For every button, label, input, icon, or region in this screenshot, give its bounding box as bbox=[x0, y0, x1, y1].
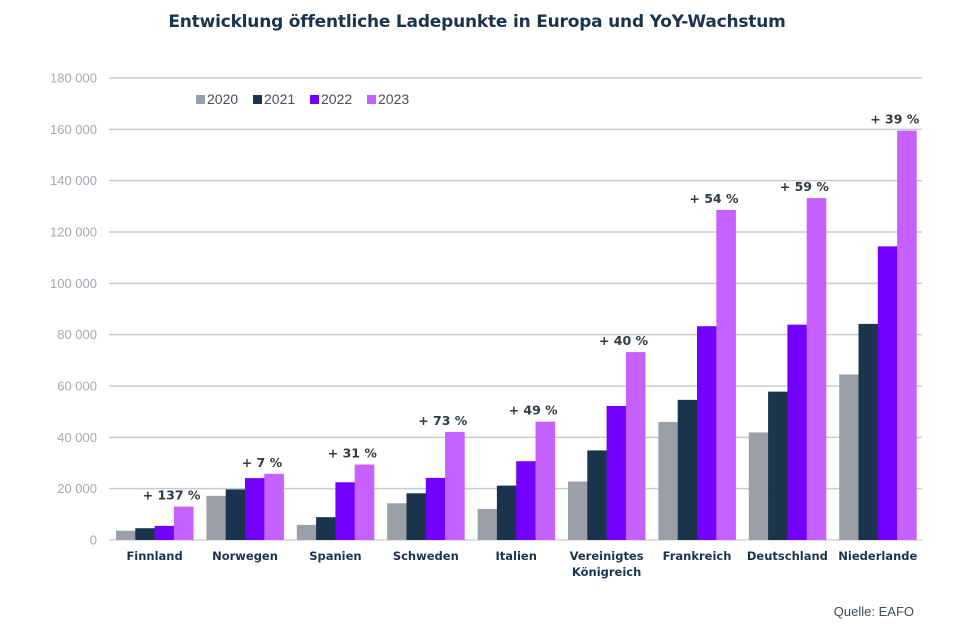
legend: 2020 2021 2022 2023 bbox=[196, 91, 409, 107]
growth-label: + 59 % bbox=[780, 179, 830, 194]
category-label: Spanien bbox=[309, 549, 361, 563]
bar-2023 bbox=[625, 352, 646, 540]
y-tick-label: 20 000 bbox=[57, 481, 97, 496]
source-note: Quelle: EAFO bbox=[833, 604, 914, 619]
legend-label: 2023 bbox=[378, 91, 409, 107]
bar-2022 bbox=[606, 406, 627, 540]
bars bbox=[116, 130, 917, 540]
bar-2022 bbox=[425, 477, 446, 540]
category-label-line: Königreich bbox=[572, 565, 641, 579]
bar-2020 bbox=[116, 530, 136, 540]
growth-label: + 31 % bbox=[328, 446, 378, 461]
y-tick-label: 180 000 bbox=[50, 71, 97, 86]
bar-2021 bbox=[496, 485, 517, 540]
bar-2023 bbox=[716, 209, 736, 540]
category-label-line: Vereinigtes bbox=[570, 549, 644, 563]
category-label-line: Frankreich bbox=[663, 549, 732, 563]
bar-2022 bbox=[516, 461, 536, 540]
bar-2022 bbox=[154, 525, 175, 540]
chart-title: Entwicklung öffentliche Ladepunkte in Eu… bbox=[168, 12, 786, 32]
category-label-line: Spanien bbox=[309, 549, 361, 563]
bar-2023 bbox=[354, 464, 375, 540]
bar-2020 bbox=[568, 481, 588, 540]
bar-2020 bbox=[477, 508, 498, 540]
category-label: Finnland bbox=[126, 549, 182, 563]
y-tick-label: 60 000 bbox=[57, 379, 97, 394]
bar-2023 bbox=[173, 506, 194, 540]
bar-2021 bbox=[135, 528, 155, 540]
y-axis: 0 20 000 40 000 60 000 80 000 100 000 120 000 1… bbox=[50, 71, 97, 548]
category-label: Niederlande bbox=[838, 549, 917, 563]
y-tick-label: 80 000 bbox=[57, 327, 97, 342]
growth-annotations: + 137 % + 7 % + 31 % + 73 % + 49 % + 40 % + 54… bbox=[143, 112, 920, 503]
category-label: Deutschland bbox=[747, 549, 828, 563]
bar-2020 bbox=[206, 495, 226, 540]
bar-2023 bbox=[806, 198, 827, 540]
bar-2021 bbox=[858, 323, 879, 540]
category-label-line: Niederlande bbox=[838, 549, 917, 563]
category-label: Norwegen bbox=[212, 549, 278, 563]
bar-2021 bbox=[587, 450, 607, 540]
y-tick-label: 140 000 bbox=[50, 173, 97, 188]
bar-2021 bbox=[768, 391, 788, 540]
bar-2020 bbox=[658, 421, 678, 540]
bar-2021 bbox=[316, 517, 336, 540]
bar-2021 bbox=[225, 489, 246, 540]
growth-label: + 73 % bbox=[418, 413, 468, 428]
bar-2023 bbox=[535, 421, 556, 540]
category-label-line: Norwegen bbox=[212, 549, 278, 563]
y-tick-label: 40 000 bbox=[57, 430, 97, 445]
category-label-line: Finnland bbox=[126, 549, 182, 563]
y-tick-label: 100 000 bbox=[50, 276, 97, 291]
category-label: Italien bbox=[495, 549, 536, 563]
bar-2023 bbox=[264, 473, 284, 540]
bar-2020 bbox=[839, 374, 859, 540]
bar-2022 bbox=[335, 482, 355, 540]
y-tick-label: 160 000 bbox=[50, 122, 97, 137]
growth-label: + 39 % bbox=[870, 112, 920, 127]
bar-2022 bbox=[787, 324, 807, 540]
bar-2021 bbox=[406, 493, 427, 540]
legend-swatch-2022 bbox=[310, 95, 319, 104]
category-label: Frankreich bbox=[663, 549, 732, 563]
growth-label: + 49 % bbox=[509, 403, 559, 418]
category-label: Schweden bbox=[393, 549, 459, 563]
legend-swatch-2020 bbox=[196, 95, 205, 104]
legend-label: 2021 bbox=[264, 91, 295, 107]
growth-label: + 40 % bbox=[599, 333, 649, 348]
bar-2023 bbox=[897, 130, 917, 540]
bar-2020 bbox=[748, 432, 769, 540]
bar-2022 bbox=[697, 326, 717, 540]
growth-label: + 137 % bbox=[143, 488, 201, 503]
bar-2023 bbox=[445, 431, 465, 540]
bar-2021 bbox=[677, 399, 698, 540]
x-axis: Finnland Norwegen Spanien Schweden Italien Ve… bbox=[126, 549, 917, 579]
growth-label: + 7 % bbox=[242, 455, 283, 470]
category-label-line: Deutschland bbox=[747, 549, 828, 563]
category-label-line: Italien bbox=[495, 549, 536, 563]
y-tick-label: 0 bbox=[90, 533, 97, 548]
legend-label: 2020 bbox=[207, 91, 238, 107]
bar-2022 bbox=[877, 246, 898, 540]
legend-label: 2022 bbox=[321, 91, 352, 107]
legend-swatch-2023 bbox=[367, 95, 376, 104]
category-label-line: Schweden bbox=[393, 549, 459, 563]
category-label: Vereinigtes Königreich bbox=[570, 549, 644, 579]
legend-swatch-2021 bbox=[253, 95, 262, 104]
bar-2020 bbox=[296, 524, 317, 540]
growth-label: + 54 % bbox=[689, 191, 739, 206]
bar-2020 bbox=[387, 503, 407, 540]
bar-2022 bbox=[245, 478, 265, 540]
y-tick-label: 120 000 bbox=[50, 225, 97, 240]
